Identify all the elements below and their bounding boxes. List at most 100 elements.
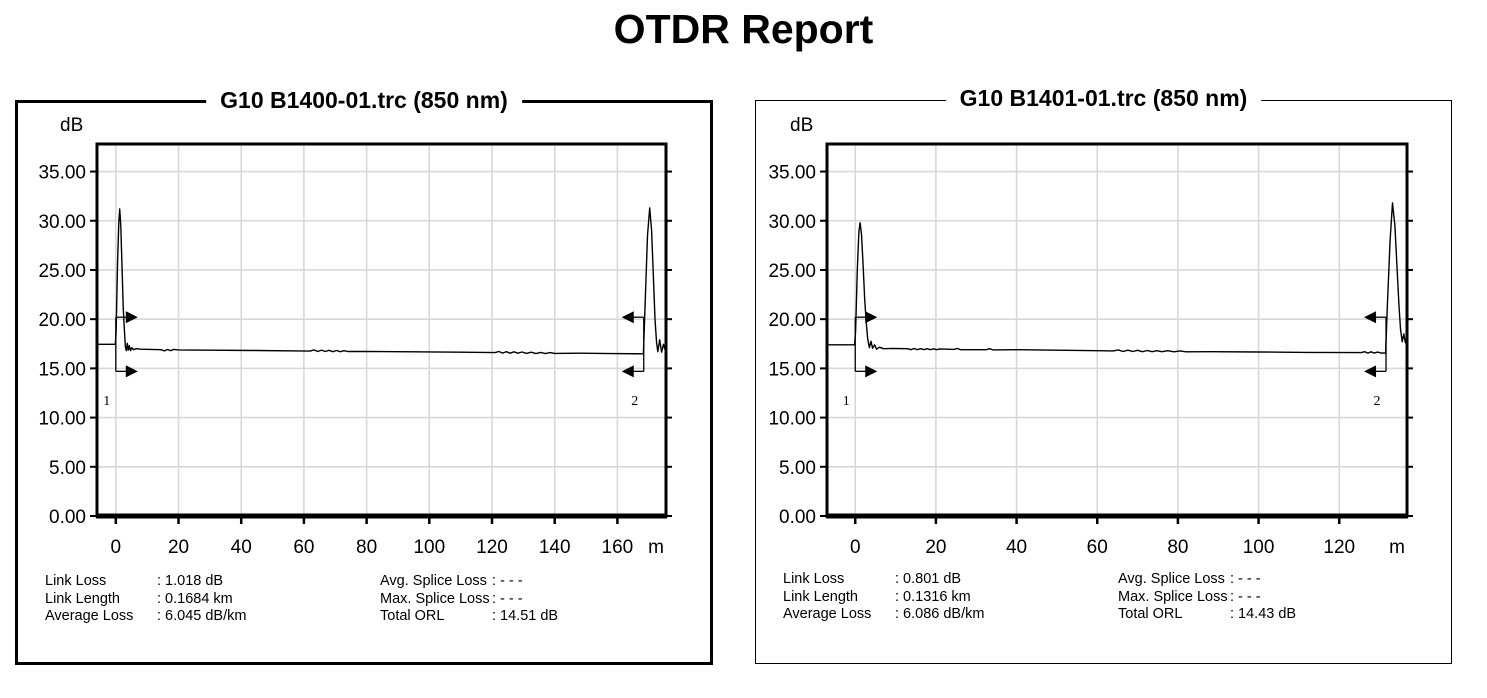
y-tick-label: 15.00: [38, 359, 86, 380]
x-axis-unit-label: m: [1389, 537, 1405, 558]
y-tick-label: 10.00: [768, 409, 816, 430]
trace-1-title: G10 B1400-01.trc (850 nm): [206, 87, 522, 114]
marker-arrowhead: [865, 311, 878, 324]
stat-row: Average Loss : 6.045 dB/km: [45, 608, 246, 626]
x-tick-label: 20: [925, 537, 946, 558]
stat-value: : - - -: [492, 590, 523, 607]
x-tick-label: 120: [476, 537, 508, 558]
stat-value: : 0.801 dB: [895, 571, 962, 587]
stat-row: Link Loss : 1.018 dB: [45, 573, 246, 591]
stat-label: Avg. Splice Loss: [380, 573, 487, 589]
marker-arrowhead: [621, 365, 634, 378]
marker-arrowhead: [1364, 365, 1377, 378]
stat-row: Total ORL : 14.51 dB: [380, 608, 558, 626]
y-tick-label: 15.00: [768, 359, 816, 380]
x-tick-label: 120: [1323, 537, 1355, 558]
x-tick-label: 60: [293, 537, 314, 558]
stat-row: Max. Splice Loss : - - -: [380, 591, 558, 609]
y-tick-label: 0.00: [49, 507, 86, 528]
x-tick-label: 0: [111, 537, 122, 558]
x-tick-label: 140: [539, 537, 571, 558]
stat-label: Max. Splice Loss: [1118, 588, 1228, 605]
y-tick-label: 10.00: [38, 409, 86, 430]
marker-arrowhead: [1364, 311, 1377, 324]
x-tick-label: 40: [231, 537, 252, 558]
stat-row: Avg. Splice Loss : - - -: [380, 573, 558, 591]
y-tick-label: 5.00: [779, 458, 816, 479]
trace-2-stats-left: Link Loss : 0.801 dB Link Length : 0.131…: [783, 571, 984, 624]
y-tick-label: 35.00: [38, 163, 86, 184]
y-tick-label: 30.00: [768, 212, 816, 233]
stat-row: Average Loss : 6.086 dB/km: [783, 606, 984, 624]
y-tick-label: 25.00: [38, 261, 86, 282]
trace-1-stats-right: Avg. Splice Loss : - - - Max. Splice Los…: [380, 573, 558, 626]
marker-arrowhead: [865, 365, 878, 378]
trace-panel-2: G10 B1401-01.trc (850 nm) 1 2 35.00 30.00 25…: [755, 85, 1452, 664]
stat-row: Link Length : 0.1316 km: [783, 589, 984, 607]
stat-value: : 1.018 dB: [157, 573, 224, 589]
stat-row: Max. Splice Loss : - - -: [1118, 589, 1296, 607]
otdr-trace-chart-1: 1 2 35.00 30.00 25.00 20.00 15.00 10.00 5.00 0.00…: [38, 115, 672, 558]
otdr-trace-line: [827, 202, 1408, 354]
x-tick-label: 20: [168, 537, 189, 558]
stat-value: : 6.086 dB/km: [895, 606, 985, 622]
stat-row: Link Loss : 0.801 dB: [783, 571, 984, 589]
stat-value: : 0.1316 km: [895, 588, 971, 605]
x-tick-label: 0: [850, 537, 861, 558]
x-tick-label: 80: [1167, 537, 1188, 558]
marker-2-label: 2: [631, 394, 638, 409]
y-tick-label: 25.00: [768, 261, 816, 282]
otdr-trace-line: [97, 207, 667, 355]
trace-panel-1: G10 B1400-01.trc (850 nm) 1 2 35.00 30.00 25…: [15, 87, 713, 665]
plot-border: [95, 142, 668, 518]
x-tick-label: 80: [356, 537, 377, 558]
marker-2-label: 2: [1374, 394, 1381, 409]
y-axis-unit-label: dB: [60, 115, 83, 136]
stat-label: Link Loss: [783, 571, 845, 587]
stat-value: : 6.045 dB/km: [157, 608, 247, 624]
stat-label: Average Loss: [783, 606, 872, 622]
x-tick-label: 160: [602, 537, 634, 558]
stat-value: : 14.51 dB: [492, 608, 559, 624]
report-title: OTDR Report: [613, 6, 874, 52]
y-tick-label: 35.00: [768, 163, 816, 184]
x-axis-unit-label: m: [648, 537, 664, 558]
trace-1-stats-left: Link Loss : 1.018 dB Link Length : 0.168…: [45, 573, 246, 626]
marker-arrowhead: [621, 311, 634, 324]
stat-row: Avg. Splice Loss : - - -: [1118, 571, 1296, 589]
stat-label: Total ORL: [1118, 606, 1183, 622]
stat-value: : 0.1684 km: [157, 590, 233, 607]
trace-2-title: G10 B1401-01.trc (850 nm): [945, 85, 1262, 112]
stat-value: : - - -: [1230, 588, 1261, 605]
x-tick-label: 100: [413, 537, 445, 558]
stat-label: Link Loss: [45, 573, 107, 589]
y-tick-label: 0.00: [779, 507, 816, 528]
otdr-trace-chart-2: 1 2 35.00 30.00 25.00 20.00 15.00 10.00 5.00 0.00…: [768, 115, 1413, 558]
stat-label: Total ORL: [380, 608, 445, 624]
y-axis-unit-label: dB: [790, 115, 813, 136]
marker-arrowhead: [125, 311, 138, 324]
y-tick-label: 30.00: [38, 212, 86, 233]
stat-value: : 14.43 dB: [1230, 606, 1297, 622]
stat-value: : - - -: [492, 573, 523, 589]
x-tick-label: 60: [1087, 537, 1108, 558]
x-tick-label: 100: [1243, 537, 1275, 558]
plot-border: [825, 142, 1409, 518]
marker-1-label: 1: [103, 394, 110, 409]
y-tick-label: 5.00: [49, 458, 86, 479]
stat-row: Link Length : 0.1684 km: [45, 591, 246, 609]
stat-label: Link Length: [783, 588, 858, 605]
stat-row: Total ORL : 14.43 dB: [1118, 606, 1296, 624]
stat-value: : - - -: [1230, 571, 1261, 587]
stat-label: Average Loss: [45, 608, 134, 624]
y-tick-label: 20.00: [768, 310, 816, 331]
marker-1-label: 1: [843, 394, 850, 409]
stat-label: Link Length: [45, 590, 120, 607]
stat-label: Avg. Splice Loss: [1118, 571, 1225, 587]
trace-2-stats-right: Avg. Splice Loss : - - - Max. Splice Los…: [1118, 571, 1296, 624]
x-tick-label: 40: [1006, 537, 1027, 558]
stat-label: Max. Splice Loss: [380, 590, 490, 607]
y-tick-label: 20.00: [38, 310, 86, 331]
marker-arrowhead: [125, 365, 138, 378]
